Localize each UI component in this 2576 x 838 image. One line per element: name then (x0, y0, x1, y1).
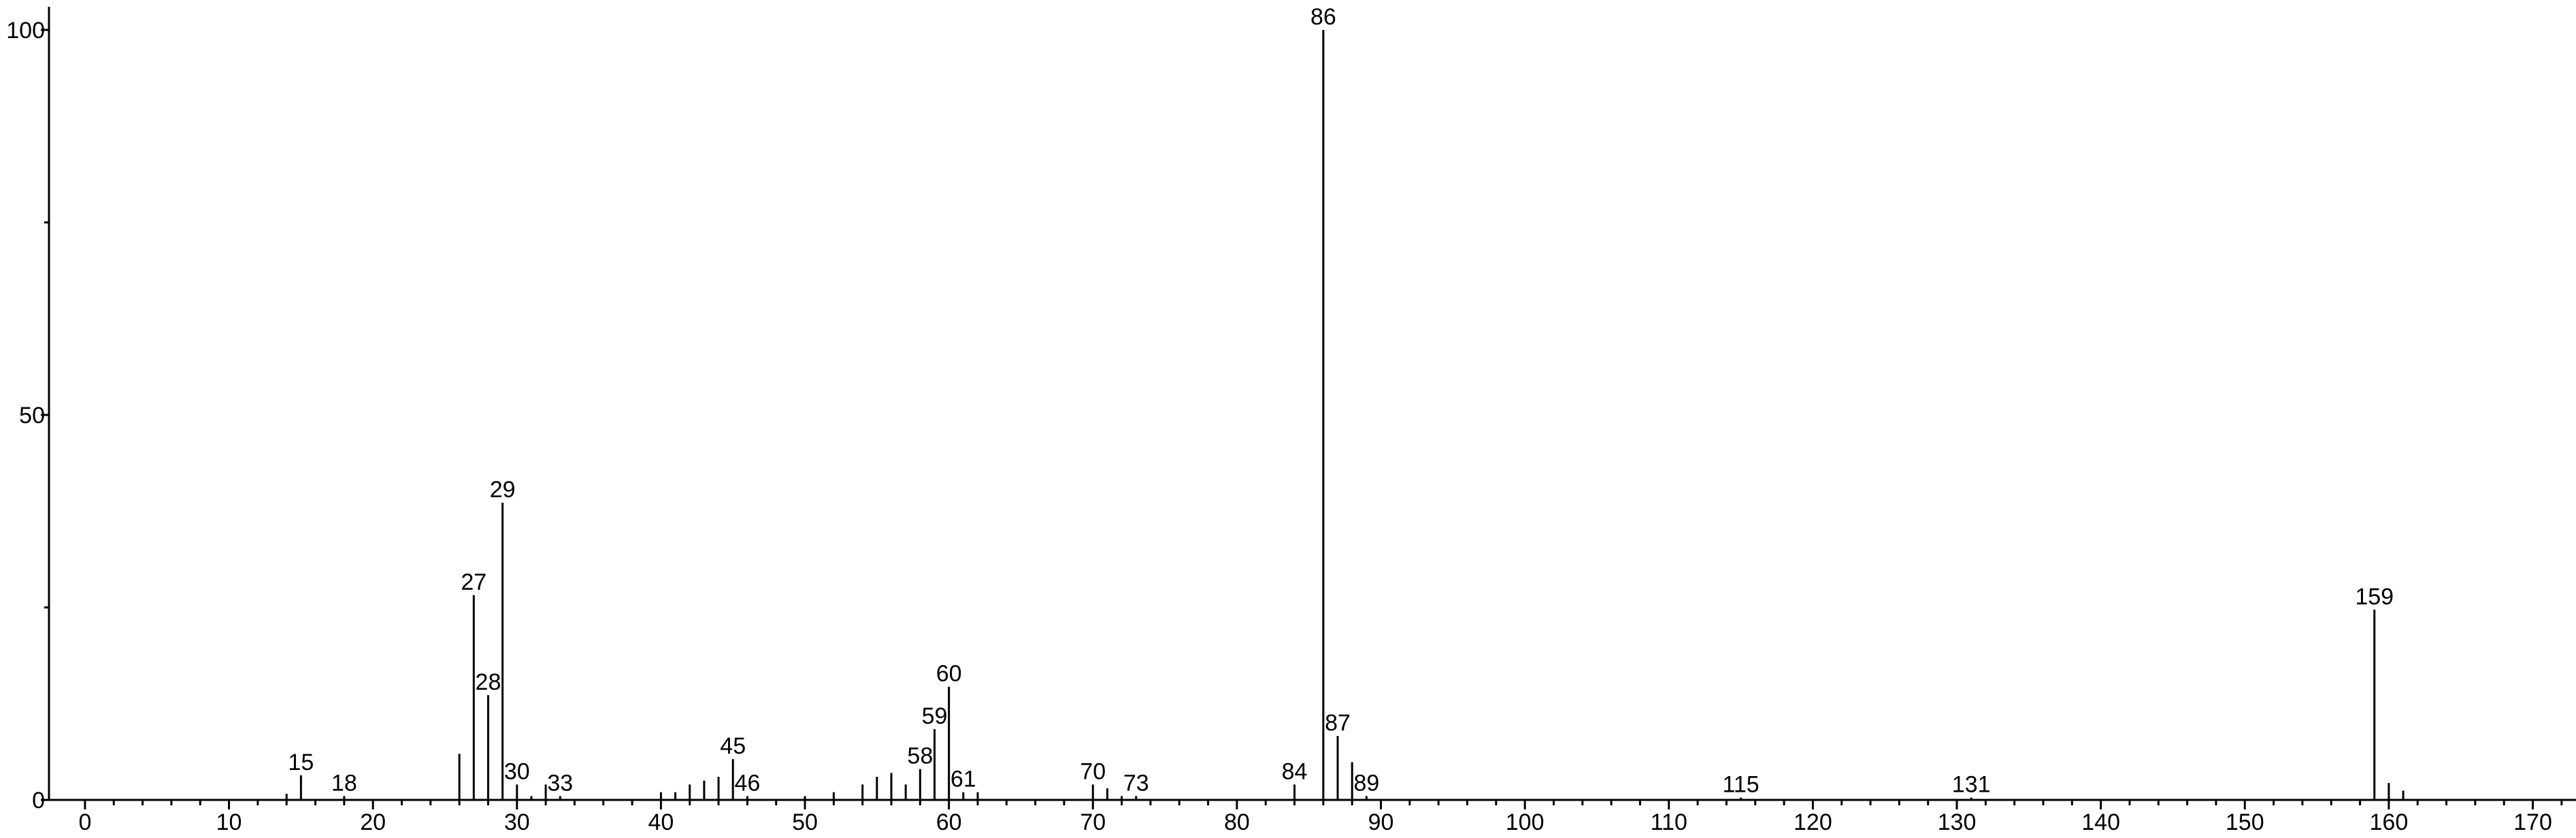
peak-label: 89 (1353, 770, 1379, 796)
peak-label: 84 (1282, 758, 1308, 784)
x-tick-label: 20 (360, 809, 386, 835)
y-tick-label: 100 (6, 18, 45, 44)
x-tick-label: 80 (1224, 809, 1250, 835)
peak-label: 131 (1952, 772, 1991, 798)
x-tick-label: 0 (78, 809, 91, 835)
peak-label: 115 (1722, 772, 1759, 798)
x-tick-label: 50 (792, 809, 818, 835)
peak-label: 45 (720, 733, 746, 759)
peak-label: 61 (951, 767, 976, 792)
peak-label: 33 (547, 770, 573, 796)
peak-label: 60 (936, 661, 962, 687)
peak-label: 86 (1310, 4, 1336, 30)
peak-label: 59 (922, 703, 948, 729)
x-tick-label: 120 (1794, 809, 1832, 835)
x-tick-label: 30 (504, 809, 530, 835)
y-tick-label: 50 (19, 403, 45, 429)
peak-label: 28 (476, 669, 501, 695)
peak-label: 29 (490, 477, 516, 503)
y-tick-label: 0 (32, 788, 45, 814)
x-tick-label: 60 (936, 809, 962, 835)
x-tick-label: 150 (2226, 809, 2264, 835)
x-tick-label: 10 (216, 809, 242, 835)
peak-label: 15 (288, 750, 314, 775)
x-tick-label: 170 (2513, 809, 2552, 835)
x-tick-label: 100 (1506, 809, 1545, 835)
x-tick-label: 110 (1651, 809, 1687, 835)
x-tick-label: 70 (1080, 809, 1106, 835)
x-tick-label: 90 (1368, 809, 1394, 835)
peak-label: 73 (1123, 770, 1149, 796)
peak-label: 30 (504, 758, 530, 784)
x-tick-label: 130 (1938, 809, 1977, 835)
peak-label: 70 (1080, 758, 1106, 784)
x-tick-label: 140 (2081, 809, 2120, 835)
peak-label: 159 (2355, 584, 2394, 609)
peak-label: 58 (907, 743, 933, 769)
peak-label: 18 (331, 770, 357, 796)
x-tick-label: 160 (2370, 809, 2409, 835)
x-tick-label: 40 (648, 809, 674, 835)
peak-label: 27 (461, 569, 486, 595)
peak-label: 87 (1325, 710, 1351, 736)
peak-label: 46 (734, 770, 760, 796)
